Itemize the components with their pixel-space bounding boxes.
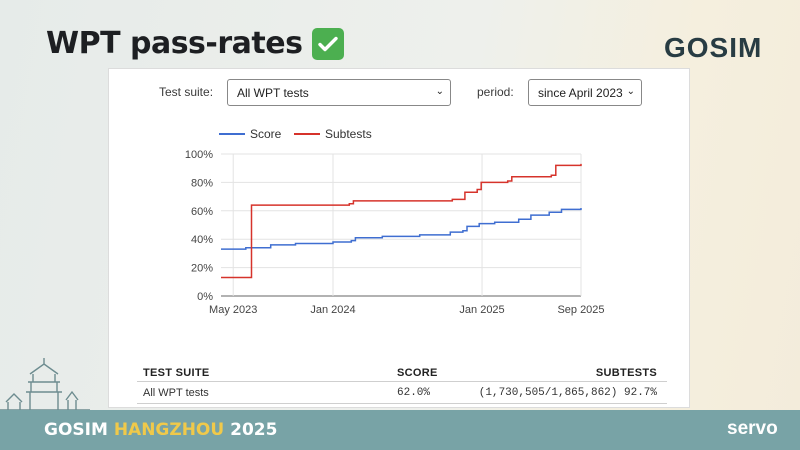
- chevron-down-icon: ⌄: [626, 86, 635, 97]
- footer-city: HANGZHOU: [113, 420, 225, 440]
- gosim-logo: GOSIM: [664, 32, 763, 63]
- x-tick-label: Sep 2025: [557, 304, 604, 316]
- subtests-series-line: [221, 163, 582, 279]
- legend-score: Score: [219, 127, 281, 141]
- pagoda-skyline-icon: [0, 358, 90, 411]
- checkmark-icon: [312, 27, 345, 60]
- legend-subtests-label: Subtests: [325, 127, 372, 141]
- y-tick-label: 80%: [191, 177, 213, 189]
- period-value: since April 2023: [538, 85, 623, 100]
- score-series-line: [221, 208, 582, 250]
- chevron-down-icon: ⌄: [435, 86, 444, 97]
- x-tick-label: Jan 2025: [459, 304, 504, 316]
- test-suite-label: Test suite:: [159, 85, 214, 99]
- footer-year: 2025: [224, 420, 278, 440]
- legend-subtests-swatch: [294, 133, 320, 135]
- footer-bar: GOSIM HANGZHOU 2025 servo: [0, 410, 800, 450]
- y-tick-label: 0%: [197, 291, 213, 303]
- y-tick-label: 100%: [185, 149, 213, 161]
- wpt-dashboard-card: Test suite: All WPT tests ⌄ period: sinc…: [108, 68, 690, 408]
- slide-title-text: WPT pass-rates: [46, 26, 303, 61]
- table-divider: [137, 381, 667, 382]
- test-suite-value: All WPT tests: [237, 85, 309, 100]
- slide-title: WPT pass-rates: [46, 26, 345, 61]
- wpt-line-chart: 0% 20% 40% 60% 80% 100% May 2023 Jan 2024 Jan 20…: [185, 149, 605, 316]
- table-bottom-border: [137, 403, 667, 404]
- test-suite-select[interactable]: All WPT tests ⌄: [227, 79, 451, 106]
- servo-logo: servo: [727, 418, 778, 439]
- legend-score-label: Score: [250, 127, 282, 141]
- legend-subtests: Subtests: [294, 127, 372, 141]
- x-tick-label: May 2023: [209, 304, 257, 316]
- footer-event-text: GOSIM HANGZHOU 2025: [44, 420, 277, 440]
- table-header-subtests: SUBTESTS: [595, 367, 657, 379]
- legend-score-swatch: [219, 133, 245, 135]
- x-tick-label: Jan 2024: [310, 304, 355, 316]
- y-tick-label: 40%: [191, 234, 213, 246]
- table-cell-suite: All WPT tests: [143, 387, 209, 399]
- table-cell-score: 62.0%: [397, 387, 431, 399]
- period-select[interactable]: since April 2023 ⌄: [528, 79, 642, 106]
- table-header-suite: TEST SUITE: [143, 367, 210, 379]
- y-tick-label: 60%: [191, 206, 213, 218]
- period-label: period:: [477, 85, 514, 99]
- footer-prefix: GOSIM: [44, 420, 114, 440]
- table-cell-subtests: (1,730,505/1,865,862) 92.7%: [478, 387, 657, 399]
- y-tick-label: 20%: [191, 263, 213, 275]
- table-header-score: SCORE: [397, 367, 438, 379]
